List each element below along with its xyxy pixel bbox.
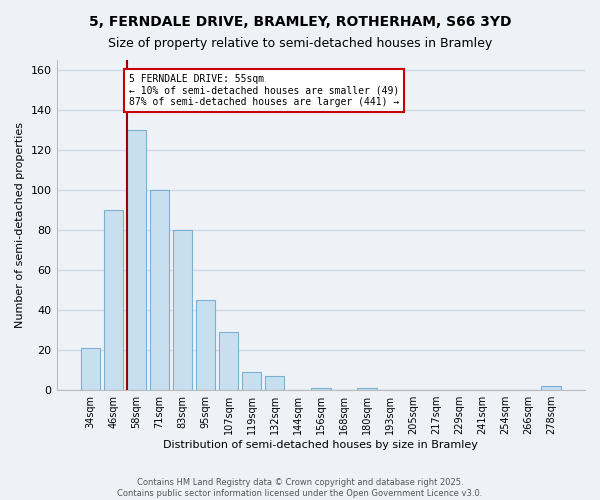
Y-axis label: Number of semi-detached properties: Number of semi-detached properties <box>15 122 25 328</box>
Text: Size of property relative to semi-detached houses in Bramley: Size of property relative to semi-detach… <box>108 38 492 51</box>
Bar <box>104 210 123 390</box>
Bar <box>149 190 169 390</box>
Bar <box>219 332 238 390</box>
Bar <box>127 130 146 390</box>
Bar <box>541 386 561 390</box>
Bar <box>196 300 215 390</box>
Bar <box>80 348 100 390</box>
Bar <box>173 230 193 390</box>
Bar <box>265 376 284 390</box>
Bar <box>311 388 331 390</box>
Text: 5 FERNDALE DRIVE: 55sqm
← 10% of semi-detached houses are smaller (49)
87% of se: 5 FERNDALE DRIVE: 55sqm ← 10% of semi-de… <box>129 74 399 107</box>
Text: 5, FERNDALE DRIVE, BRAMLEY, ROTHERHAM, S66 3YD: 5, FERNDALE DRIVE, BRAMLEY, ROTHERHAM, S… <box>89 15 511 29</box>
Text: Contains HM Land Registry data © Crown copyright and database right 2025.
Contai: Contains HM Land Registry data © Crown c… <box>118 478 482 498</box>
Bar <box>357 388 377 390</box>
Bar <box>242 372 262 390</box>
X-axis label: Distribution of semi-detached houses by size in Bramley: Distribution of semi-detached houses by … <box>163 440 478 450</box>
